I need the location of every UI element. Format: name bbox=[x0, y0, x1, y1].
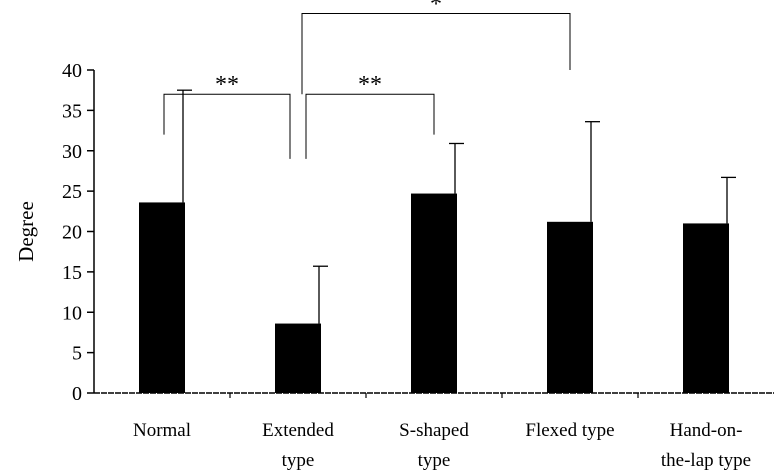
y-axis: 0 5 10 15 20 25 30 35 40 bbox=[62, 60, 95, 405]
y-tick-label: 25 bbox=[62, 181, 82, 203]
significance-bracket bbox=[305, 93, 435, 159]
category-label: S-shaped bbox=[399, 420, 469, 441]
y-tick-label: 10 bbox=[62, 302, 82, 324]
category-label: type bbox=[282, 450, 315, 471]
significance-bracket bbox=[163, 93, 291, 159]
y-tick-label: 0 bbox=[72, 383, 82, 405]
significance-label: ** bbox=[358, 72, 382, 98]
significance-brackets: ** *** bbox=[163, 0, 571, 159]
category-label: Hand-on- bbox=[670, 420, 743, 441]
category-label: Normal bbox=[133, 420, 191, 441]
error-bars bbox=[177, 89, 736, 324]
y-tick-label: 30 bbox=[62, 141, 82, 163]
y-tick-label: 5 bbox=[72, 343, 82, 365]
category-label: Flexed type bbox=[525, 420, 614, 441]
x-axis bbox=[94, 392, 774, 398]
bar bbox=[139, 202, 185, 393]
category-label: type bbox=[418, 450, 451, 471]
bar bbox=[547, 221, 593, 393]
bar bbox=[411, 193, 457, 393]
significance-label: * bbox=[430, 0, 442, 17]
category-label: Extended bbox=[262, 420, 334, 441]
significance-label: ** bbox=[215, 72, 239, 98]
bar bbox=[683, 223, 729, 393]
y-tick-label: 20 bbox=[62, 222, 82, 244]
category-labels: Normal Extended type S-shaped type Flexed typ… bbox=[133, 420, 751, 471]
y-tick-label: 40 bbox=[62, 60, 82, 82]
bar bbox=[275, 323, 321, 393]
y-axis-label: Degree bbox=[14, 201, 38, 262]
category-label: the-lap type bbox=[661, 450, 751, 471]
significance-bracket bbox=[301, 12, 571, 95]
y-tick-label: 35 bbox=[62, 100, 82, 122]
bars bbox=[139, 193, 729, 393]
y-tick-label: 15 bbox=[62, 262, 82, 284]
